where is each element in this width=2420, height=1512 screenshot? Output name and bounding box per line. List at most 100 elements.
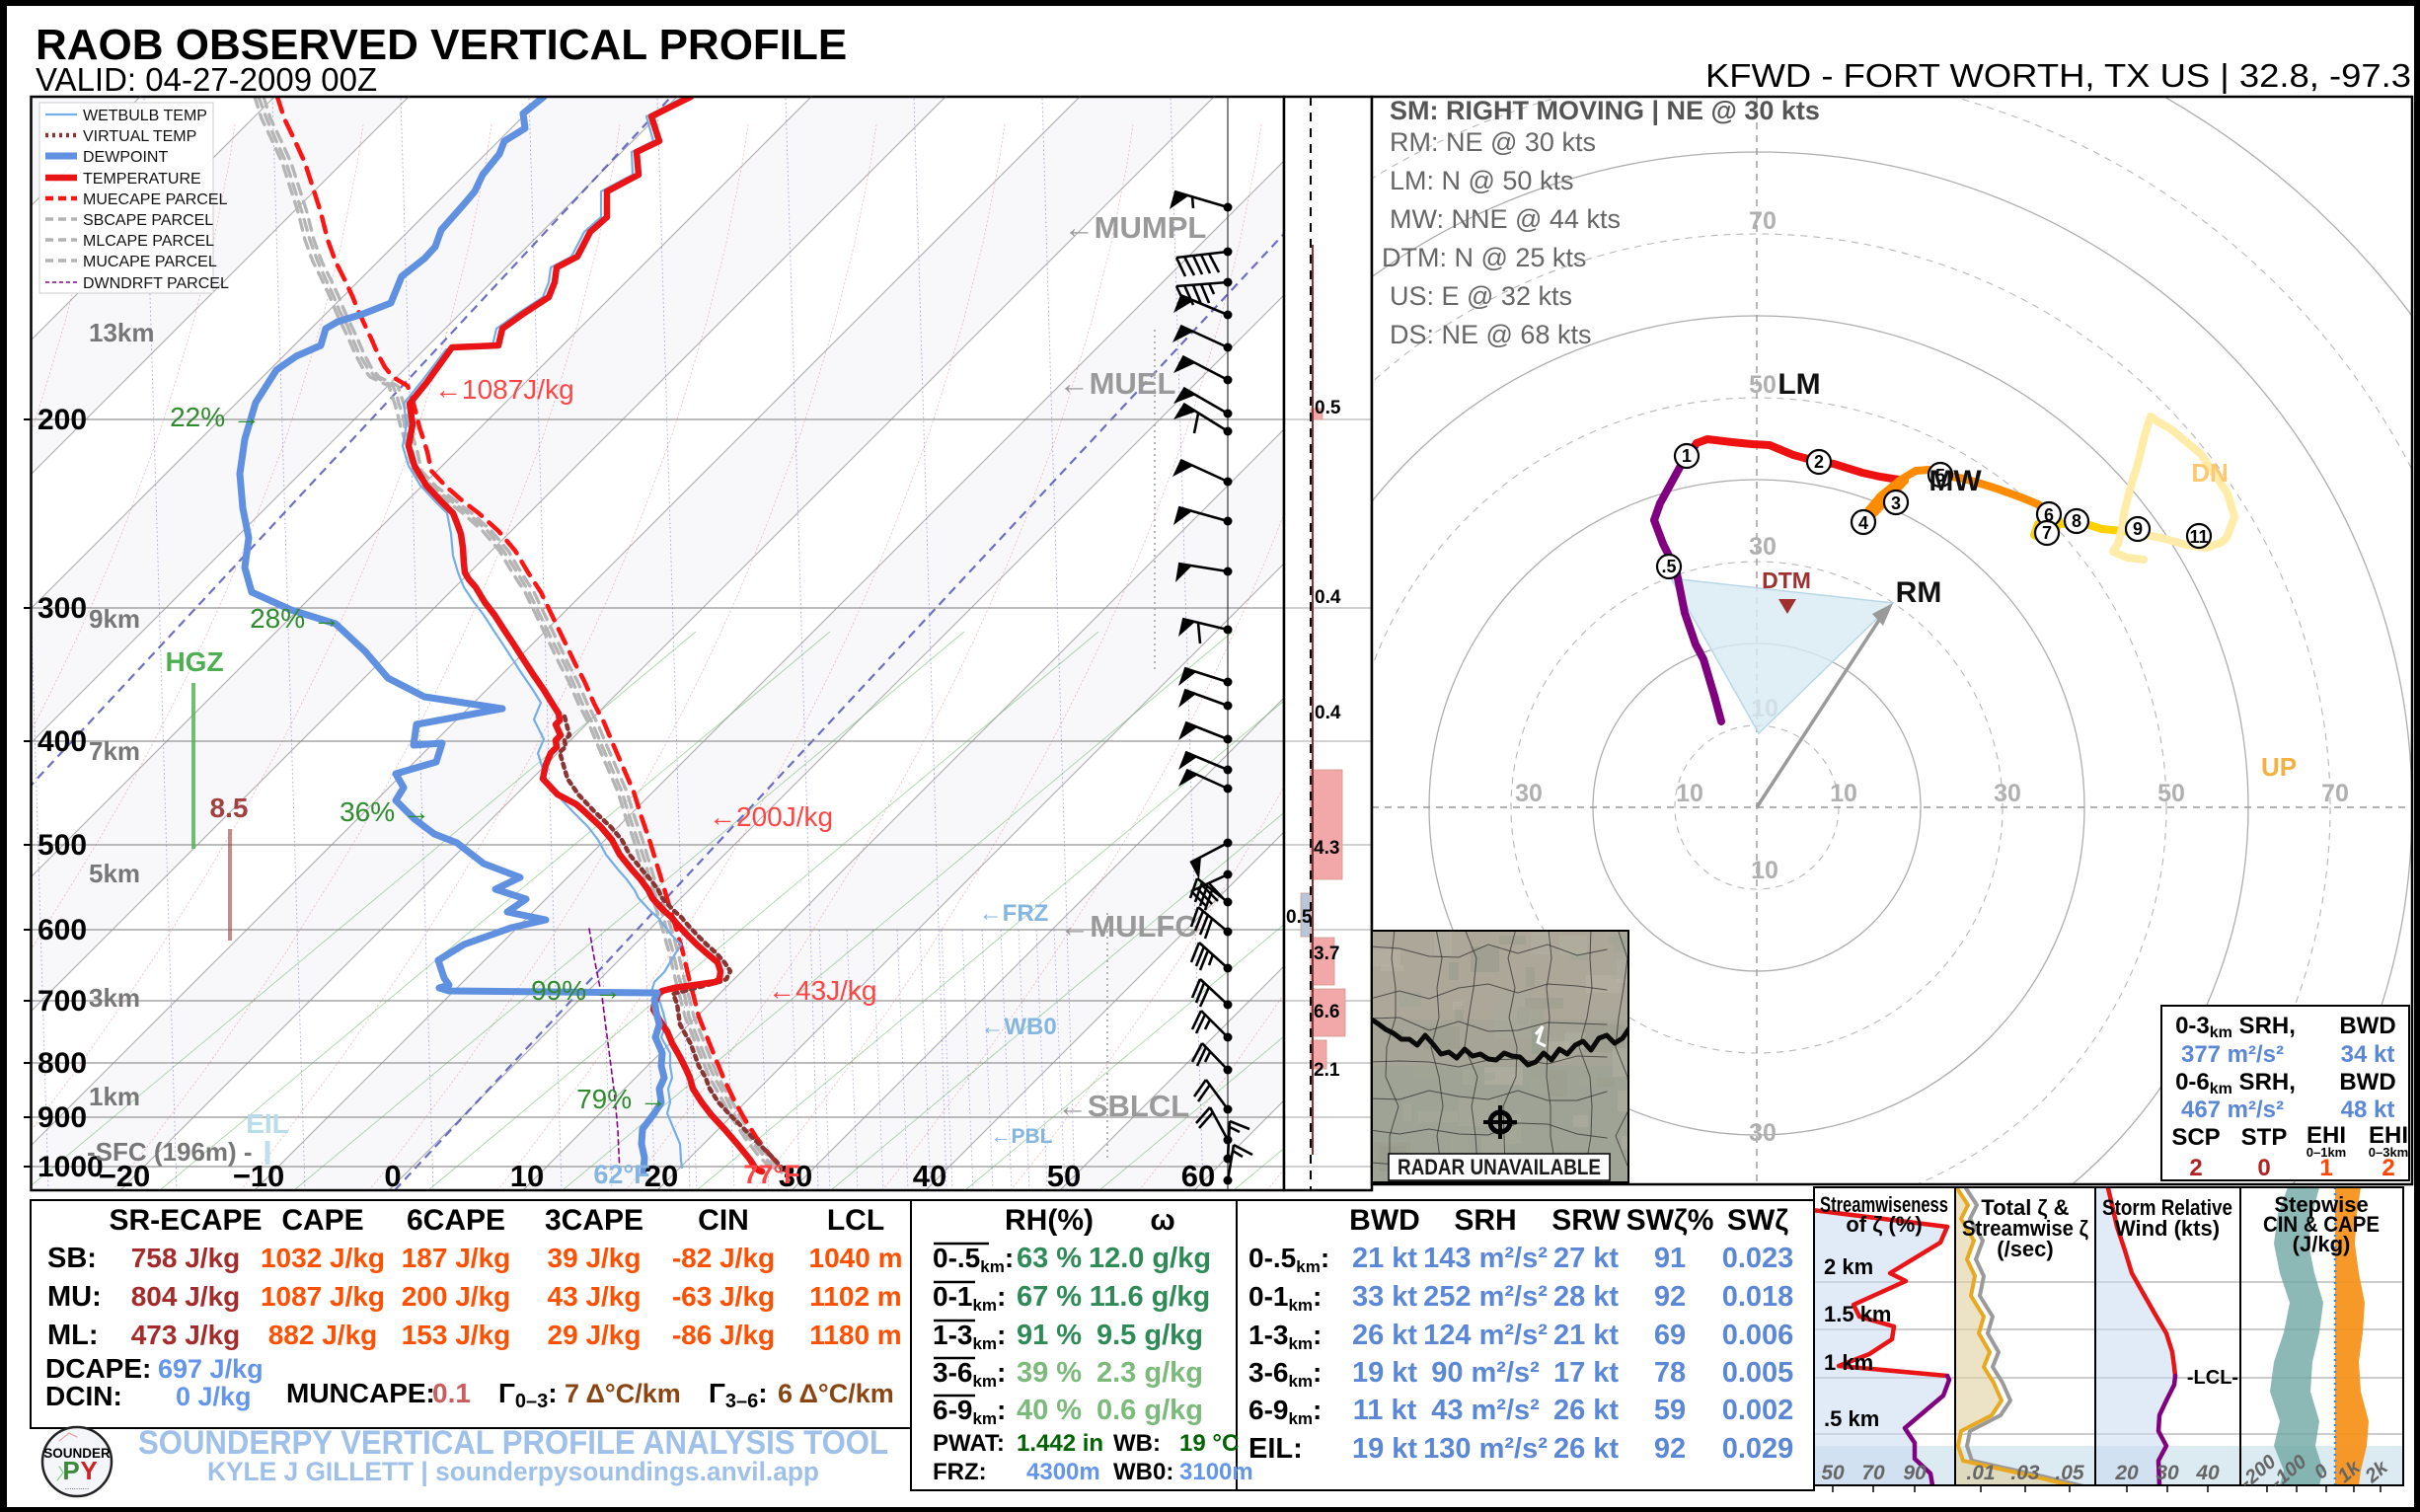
svg-text:FRZ:: FRZ: [933, 1459, 987, 1485]
svg-text:92: 92 [1654, 1281, 1686, 1313]
svg-text:LM: LM [1777, 368, 1820, 401]
svg-text:2: 2 [2189, 1155, 2202, 1181]
svg-text:1-3km:: 1-3km: [1248, 1320, 1322, 1353]
svg-text:19 °C: 19 °C [1179, 1430, 1239, 1457]
svg-text:124 m²/s²: 124 m²/s² [1423, 1320, 1548, 1351]
svg-text:30: 30 [1515, 780, 1543, 807]
svg-text:9km: 9km [89, 604, 140, 634]
svg-text:90: 90 [1903, 1462, 1927, 1484]
svg-text:PWAT:: PWAT: [933, 1430, 1005, 1457]
svg-text:EIL: EIL [246, 1108, 289, 1139]
svg-text:252 m²/s²: 252 m²/s² [1423, 1281, 1548, 1313]
svg-text:900: 900 [38, 1101, 87, 1134]
svg-text:SRH: SRH [1454, 1204, 1516, 1237]
svg-text:377 m²/s²: 377 m²/s² [2181, 1041, 2284, 1068]
svg-text:200 J/kg: 200 J/kg [402, 1281, 511, 1312]
svg-text:SWζ: SWζ [1727, 1204, 1788, 1237]
svg-text:←MUMPL: ←MUMPL [1064, 210, 1207, 245]
svg-text:WB0:: WB0: [1113, 1459, 1173, 1485]
svg-text:700: 700 [38, 985, 87, 1018]
svg-text:WB:: WB: [1113, 1430, 1161, 1457]
svg-text:2: 2 [1814, 452, 1824, 472]
svg-text:KFWD - FORT WORTH, TX US | 32.: KFWD - FORT WORTH, TX US | 32.8, -97.3 [1705, 57, 2411, 94]
svg-text:WETBULB TEMP: WETBULB TEMP [83, 108, 207, 124]
svg-text:1: 1 [2319, 1155, 2332, 1181]
svg-text:0.006: 0.006 [1722, 1320, 1794, 1351]
svg-text:13km: 13km [89, 318, 155, 347]
svg-text:9: 9 [2133, 519, 2143, 539]
svg-text:P: P [62, 1456, 79, 1485]
svg-text:43 m²/s²: 43 m²/s² [1431, 1395, 1540, 1426]
svg-text:ML:: ML: [47, 1320, 99, 1351]
svg-text:11: 11 [2189, 527, 2208, 547]
svg-text:7km: 7km [89, 736, 140, 766]
svg-text:467 m²/s²: 467 m²/s² [2181, 1096, 2284, 1123]
svg-text:10: 10 [1751, 857, 1778, 884]
svg-text:3.7: 3.7 [1314, 944, 1339, 964]
svg-text:39 %: 39 % [1017, 1357, 1082, 1389]
svg-text:1032 J/kg: 1032 J/kg [261, 1243, 385, 1273]
svg-text:4: 4 [1858, 513, 1868, 533]
svg-text:SOUNDER: SOUNDER [43, 1446, 111, 1461]
svg-text:500: 500 [38, 829, 87, 862]
svg-text:RAOB OBSERVED VERTICAL PROFILE: RAOB OBSERVED VERTICAL PROFILE [36, 21, 847, 69]
svg-text:19 kt: 19 kt [1352, 1433, 1417, 1465]
svg-text:36% →: 36% → [340, 796, 430, 827]
svg-text:DTM: DTM [1762, 567, 1811, 593]
svg-text:SCP: SCP [2171, 1124, 2220, 1151]
svg-text:59: 59 [1654, 1395, 1686, 1426]
svg-text:←1087J/kg: ←1087J/kg [434, 374, 574, 405]
svg-text:6 Δ°C/km: 6 Δ°C/km [778, 1379, 894, 1408]
svg-text:2.3 g/kg: 2.3 g/kg [1097, 1357, 1203, 1389]
svg-text:70: 70 [1749, 207, 1777, 235]
svg-text:143 m²/s²: 143 m²/s² [1423, 1243, 1548, 1274]
svg-text:30: 30 [779, 1159, 812, 1193]
svg-text:27 kt: 27 kt [1553, 1243, 1619, 1274]
svg-text:RM: NE @ 30 kts: RM: NE @ 30 kts [1390, 127, 1596, 157]
svg-text:804 J/kg: 804 J/kg [131, 1281, 241, 1312]
svg-text:−10: −10 [233, 1159, 285, 1193]
svg-text:1102 m: 1102 m [809, 1281, 901, 1312]
svg-text:DCIN:: DCIN: [45, 1381, 122, 1411]
svg-text:78: 78 [1654, 1357, 1686, 1389]
svg-text:0.5: 0.5 [1286, 907, 1313, 928]
svg-text:0.1: 0.1 [432, 1378, 471, 1408]
svg-text:(J/kg): (J/kg) [2293, 1232, 2351, 1256]
svg-text:US: E @ 32 kts: US: E @ 32 kts [1390, 281, 1572, 311]
svg-text:187 J/kg: 187 J/kg [402, 1243, 511, 1273]
svg-text:-SFC (196m) -: -SFC (196m) - [87, 1137, 253, 1167]
svg-text:4300m: 4300m [1026, 1459, 1100, 1485]
svg-text:0.018: 0.018 [1722, 1281, 1794, 1313]
svg-text:8.5: 8.5 [210, 793, 249, 823]
svg-text:Y: Y [80, 1456, 97, 1485]
svg-text:0.4: 0.4 [1315, 703, 1341, 723]
svg-text:70: 70 [1861, 1462, 1885, 1484]
svg-text:21 kt: 21 kt [1553, 1320, 1619, 1351]
svg-text:77°F: 77°F [743, 1160, 799, 1189]
svg-text:EIL:: EIL: [1248, 1433, 1303, 1465]
svg-text:1.5 km: 1.5 km [1824, 1302, 1892, 1326]
svg-text:←FRZ: ←FRZ [979, 900, 1049, 927]
svg-text:KYLE J GILLETT | sounderpysoun: KYLE J GILLETT | sounderpysoundings.anvi… [207, 1457, 819, 1486]
svg-text:MW: NNE @ 44 kts: MW: NNE @ 44 kts [1390, 204, 1621, 234]
svg-text:LM: N @ 50 kts: LM: N @ 50 kts [1390, 166, 1573, 195]
svg-text:EHI: EHI [2307, 1122, 2346, 1149]
svg-text:20: 20 [2114, 1462, 2139, 1484]
svg-text:28% →: 28% → [250, 603, 340, 634]
svg-text:1km: 1km [89, 1082, 140, 1111]
svg-text:28 kt: 28 kt [1553, 1281, 1619, 1313]
svg-text:-63 J/kg: -63 J/kg [672, 1281, 775, 1312]
svg-text:←PBL: ←PBL [991, 1125, 1053, 1148]
svg-text:2 km: 2 km [1824, 1254, 1873, 1279]
svg-text:←43J/kg: ←43J/kg [768, 975, 877, 1006]
svg-text:99% →: 99% → [531, 975, 622, 1006]
svg-text:0.5: 0.5 [1315, 398, 1341, 418]
svg-text:SOUNDERPY VERTICAL PROFILE ANA: SOUNDERPY VERTICAL PROFILE ANALYSIS TOOL [138, 1424, 888, 1462]
svg-text:DTM: N @ 25 kts: DTM: N @ 25 kts [1382, 243, 1586, 272]
svg-text:(/sec): (/sec) [1997, 1237, 2053, 1261]
svg-text:-86 J/kg: -86 J/kg [672, 1320, 775, 1350]
svg-text:VALID: 04-27-2009 00Z: VALID: 04-27-2009 00Z [36, 61, 377, 98]
svg-text:SM: RIGHT MOVING | NE @ 30 kts: SM: RIGHT MOVING | NE @ 30 kts [1390, 96, 1820, 125]
svg-text:of ζ (%): of ζ (%) [1846, 1212, 1922, 1237]
svg-text:1 km: 1 km [1824, 1350, 1873, 1375]
